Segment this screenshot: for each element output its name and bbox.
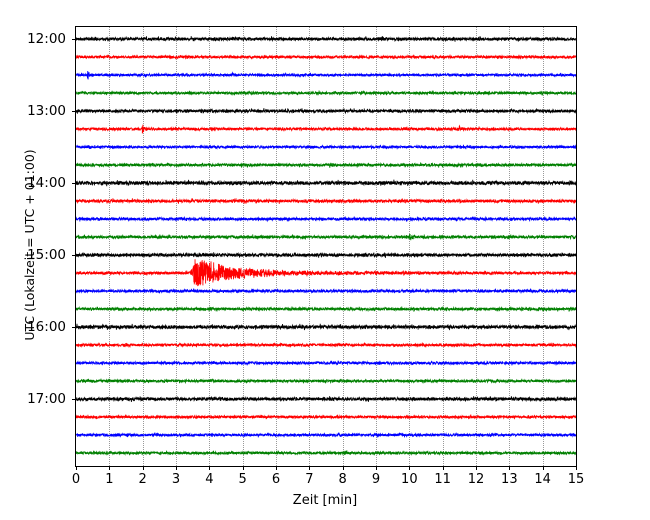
x-tick-label: 3 bbox=[171, 472, 181, 487]
x-tick-label: 5 bbox=[238, 472, 247, 487]
seismic-trace bbox=[76, 289, 576, 294]
plot-area: 0 1 2 3 4 5 6 7 8 9 10 11 12 13 14 15 12:00 13:00 14:00 15… bbox=[27, 26, 584, 487]
seismic-trace bbox=[76, 217, 576, 222]
seismic-trace bbox=[76, 252, 576, 258]
seismic-trace bbox=[76, 396, 576, 402]
gridline-vertical bbox=[109, 27, 111, 466]
y-tick-label: 13:00 bbox=[27, 103, 66, 119]
plot-inner bbox=[76, 27, 576, 466]
x-tick-label: 1 bbox=[105, 472, 114, 487]
x-tick-label: 0 bbox=[71, 472, 81, 487]
y-tick-mark bbox=[72, 39, 76, 40]
y-tick-mark bbox=[72, 327, 76, 328]
x-tick-mark bbox=[76, 466, 77, 470]
x-tick-mark bbox=[509, 466, 511, 470]
x-tick-mark bbox=[542, 466, 544, 470]
x-tick-label: 9 bbox=[371, 472, 381, 487]
seismic-trace bbox=[76, 379, 576, 384]
seismic-trace bbox=[76, 361, 576, 366]
x-tick-mark bbox=[142, 466, 144, 470]
gridline-vertical bbox=[276, 27, 277, 466]
x-tick-label: 8 bbox=[338, 472, 347, 487]
gridline-vertical bbox=[409, 27, 411, 466]
seismic-trace bbox=[76, 108, 576, 114]
trace-layer bbox=[76, 27, 576, 466]
seismic-trace bbox=[76, 125, 576, 134]
gridline-vertical bbox=[242, 27, 244, 466]
seismic-trace bbox=[76, 259, 576, 286]
gridline-vertical bbox=[209, 27, 211, 466]
y-tick-mark bbox=[72, 255, 76, 256]
x-tick-label: 10 bbox=[401, 472, 418, 487]
gridline-vertical bbox=[542, 27, 544, 466]
x-tick-mark bbox=[309, 466, 311, 470]
gridline-vertical bbox=[376, 27, 377, 466]
seismic-trace bbox=[76, 162, 576, 167]
seismic-trace bbox=[76, 234, 576, 240]
y-tick-label: 16:00 bbox=[27, 319, 66, 335]
x-axis-label: Zeit [min] bbox=[292, 493, 358, 508]
x-tick-label: 11 bbox=[434, 472, 451, 487]
seismic-trace bbox=[76, 145, 576, 149]
gridline-vertical bbox=[342, 27, 344, 466]
x-tick-mark bbox=[476, 466, 477, 470]
gridline-vertical bbox=[142, 27, 144, 466]
x-tick-mark bbox=[576, 466, 577, 470]
seismic-trace bbox=[76, 451, 576, 456]
x-tick-mark bbox=[276, 466, 277, 470]
seismic-trace bbox=[76, 433, 576, 438]
x-tick-label: 4 bbox=[205, 472, 214, 487]
seismic-trace bbox=[76, 71, 576, 79]
x-tick-label: 2 bbox=[138, 472, 147, 487]
x-tick-label: 15 bbox=[567, 472, 585, 487]
x-tick-mark bbox=[342, 466, 344, 470]
x-tick-label: 7 bbox=[305, 472, 314, 487]
x-tick-label: 12 bbox=[467, 472, 485, 487]
x-tick-mark bbox=[109, 466, 111, 470]
y-tick-label: 12:00 bbox=[27, 31, 66, 47]
seismic-trace bbox=[76, 198, 576, 204]
seismic-trace bbox=[76, 324, 576, 330]
y-tick-label: 14:00 bbox=[27, 175, 66, 191]
x-tick-mark bbox=[409, 466, 411, 470]
gridline-vertical bbox=[176, 27, 177, 466]
seismic-trace bbox=[76, 55, 576, 60]
y-tick-label: 17:00 bbox=[27, 391, 66, 407]
seismic-trace bbox=[76, 343, 576, 348]
x-tick-label: 14 bbox=[534, 472, 551, 487]
gridline-vertical bbox=[509, 27, 511, 466]
gridline-vertical bbox=[309, 27, 311, 466]
y-tick-mark bbox=[72, 183, 76, 184]
x-tick-mark bbox=[442, 466, 444, 470]
x-tick-mark bbox=[376, 466, 377, 470]
seismic-trace bbox=[76, 180, 576, 187]
x-tick-mark bbox=[176, 466, 177, 470]
x-tick-label: 6 bbox=[271, 472, 281, 487]
seismic-trace bbox=[76, 91, 576, 96]
y-tick-mark bbox=[72, 111, 76, 112]
gridline-vertical bbox=[476, 27, 477, 466]
gridline-vertical bbox=[442, 27, 444, 466]
seismic-trace bbox=[76, 36, 576, 42]
x-tick-mark bbox=[242, 466, 244, 470]
y-tick-mark bbox=[72, 399, 76, 400]
x-tick-label: 13 bbox=[501, 472, 518, 487]
seismic-trace bbox=[76, 306, 576, 311]
y-tick-label: 15:00 bbox=[27, 247, 66, 263]
x-tick-mark bbox=[209, 466, 211, 470]
seismic-trace bbox=[76, 415, 576, 420]
